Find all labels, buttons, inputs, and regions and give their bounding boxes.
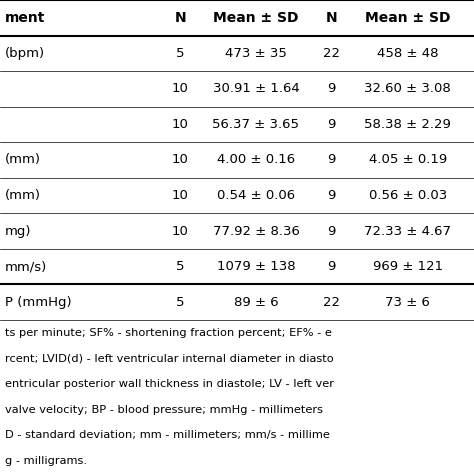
- Text: 32.60 ± 3.08: 32.60 ± 3.08: [364, 82, 451, 95]
- Text: 9: 9: [328, 260, 336, 273]
- Text: 969 ± 121: 969 ± 121: [373, 260, 443, 273]
- Text: 9: 9: [328, 118, 336, 131]
- Text: mm/s): mm/s): [5, 260, 47, 273]
- Text: 10: 10: [172, 82, 189, 95]
- Text: 56.37 ± 3.65: 56.37 ± 3.65: [212, 118, 300, 131]
- Text: 58.38 ± 2.29: 58.38 ± 2.29: [364, 118, 451, 131]
- Text: 4.00 ± 0.16: 4.00 ± 0.16: [217, 154, 295, 166]
- Text: Mean ± SD: Mean ± SD: [213, 11, 299, 25]
- Text: 5: 5: [176, 296, 184, 309]
- Text: 458 ± 48: 458 ± 48: [377, 47, 438, 60]
- Text: 473 ± 35: 473 ± 35: [225, 47, 287, 60]
- Text: ment: ment: [5, 11, 45, 25]
- Text: (bpm): (bpm): [5, 47, 45, 60]
- Text: N: N: [326, 11, 337, 25]
- Text: 10: 10: [172, 225, 189, 237]
- Text: 10: 10: [172, 189, 189, 202]
- Text: 9: 9: [328, 225, 336, 237]
- Text: Mean ± SD: Mean ± SD: [365, 11, 450, 25]
- Text: 89 ± 6: 89 ± 6: [234, 296, 278, 309]
- Text: 73 ± 6: 73 ± 6: [385, 296, 430, 309]
- Text: P (mmHg): P (mmHg): [5, 296, 72, 309]
- Text: 9: 9: [328, 189, 336, 202]
- Text: 10: 10: [172, 118, 189, 131]
- Text: valve velocity; BP - blood pressure; mmHg - millimeters: valve velocity; BP - blood pressure; mmH…: [5, 405, 323, 415]
- Text: mg): mg): [5, 225, 31, 237]
- Text: (mm): (mm): [5, 189, 41, 202]
- Text: entricular posterior wall thickness in diastole; LV - left ver: entricular posterior wall thickness in d…: [5, 379, 334, 389]
- Text: N: N: [174, 11, 186, 25]
- Text: 5: 5: [176, 260, 184, 273]
- Text: 0.56 ± 0.03: 0.56 ± 0.03: [368, 189, 447, 202]
- Text: 72.33 ± 4.67: 72.33 ± 4.67: [364, 225, 451, 237]
- Text: 30.91 ± 1.64: 30.91 ± 1.64: [212, 82, 300, 95]
- Text: 0.54 ± 0.06: 0.54 ± 0.06: [217, 189, 295, 202]
- Text: 9: 9: [328, 154, 336, 166]
- Text: 22: 22: [323, 296, 340, 309]
- Text: 9: 9: [328, 82, 336, 95]
- Text: D - standard deviation; mm - millimeters; mm/s - millime: D - standard deviation; mm - millimeters…: [5, 430, 329, 440]
- Text: rcent; LVID(d) - left ventricular internal diameter in diasto: rcent; LVID(d) - left ventricular intern…: [5, 354, 334, 364]
- Text: (mm): (mm): [5, 154, 41, 166]
- Text: 77.92 ± 8.36: 77.92 ± 8.36: [212, 225, 300, 237]
- Text: ts per minute; SF% - shortening fraction percent; EF% - e: ts per minute; SF% - shortening fraction…: [5, 328, 332, 338]
- Text: 22: 22: [323, 47, 340, 60]
- Text: 4.05 ± 0.19: 4.05 ± 0.19: [368, 154, 447, 166]
- Text: 1079 ± 138: 1079 ± 138: [217, 260, 295, 273]
- Text: g - milligrams.: g - milligrams.: [5, 456, 87, 466]
- Text: 10: 10: [172, 154, 189, 166]
- Text: 5: 5: [176, 47, 184, 60]
